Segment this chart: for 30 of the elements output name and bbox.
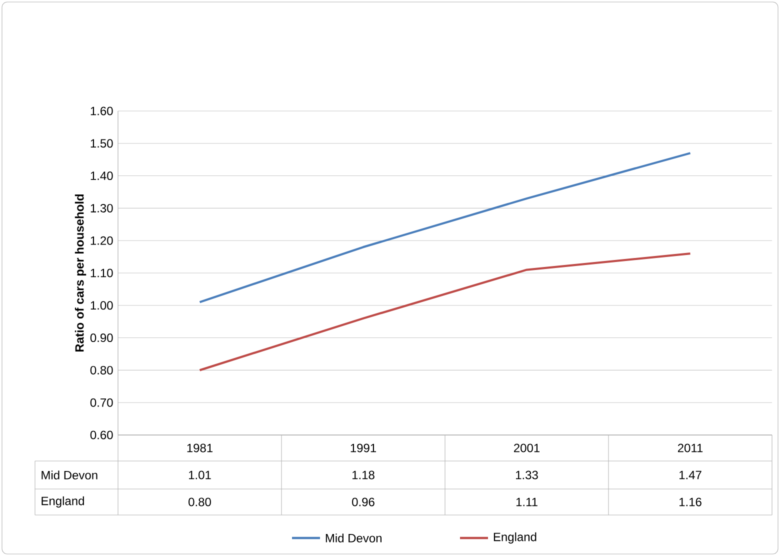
y-tick-label: 1.50: [90, 139, 113, 148]
y-tick-label: 1.00: [90, 301, 113, 310]
y-tick-label: 0.90: [90, 334, 113, 342]
y-tick-label: 0.80: [90, 366, 113, 374]
text: Mid Devon: [42, 470, 98, 480]
y-tick-label: 1.10: [90, 268, 113, 278]
data-label: 0.96: [352, 498, 374, 506]
data-label: 1.01: [188, 470, 211, 480]
x-tick-label: 1991: [350, 444, 376, 452]
y-tick-label: 1.60: [90, 106, 113, 116]
x-tick-label: 2011: [678, 444, 703, 452]
data-label: 1.47: [680, 470, 702, 480]
data-label: 1.16: [680, 498, 702, 506]
y-tick-label: 1.30: [90, 204, 113, 212]
line-series: [198, 252, 692, 372]
y-tick-label: 0.60: [90, 430, 113, 440]
y-tick-label: 1.40: [90, 172, 113, 180]
data-label: 1.11: [516, 498, 538, 506]
legend-label: England: [494, 532, 536, 544]
text: England: [42, 496, 84, 508]
data-label: 1.18: [352, 470, 374, 480]
x-tick-label: 2001: [514, 444, 540, 452]
line-series: [198, 152, 692, 304]
y-tick-label: 1.20: [90, 236, 113, 245]
y-axis-title: Ratio of cars per household: [74, 194, 86, 352]
data-label: 1.33: [516, 470, 538, 480]
data-label: 0.80: [188, 498, 211, 506]
legend-label: Mid Devon: [326, 534, 382, 542]
x-tick-label: 1981: [187, 444, 213, 452]
y-tick-label: 0.70: [90, 398, 113, 407]
